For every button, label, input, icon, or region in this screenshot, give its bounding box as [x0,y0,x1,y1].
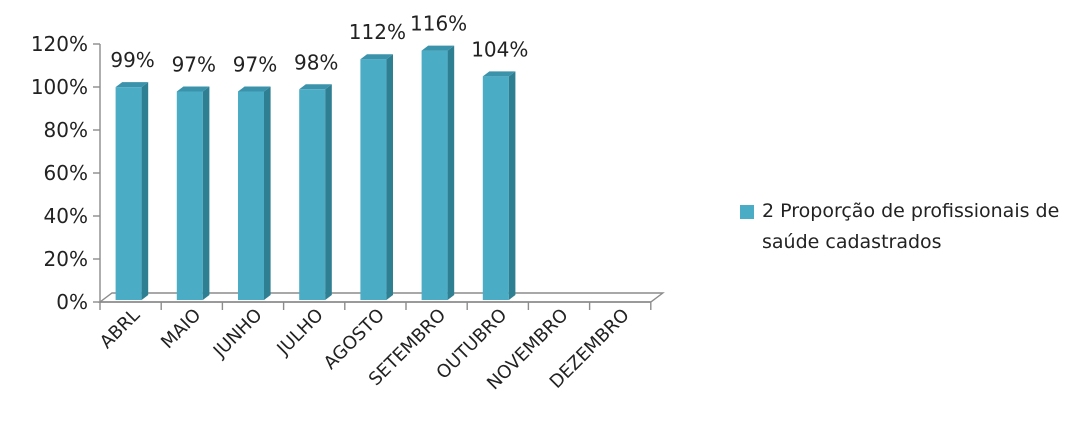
data-label: 99% [110,48,154,72]
bar-front [238,91,264,300]
y-tick-label: 100% [31,75,88,99]
bar-front [421,50,448,300]
x-axis-ticks: ABRL MAIO JUNHO JULHOAGOSTOSETEMBROOUTUBRON… [96,302,652,394]
bar-side [508,71,516,301]
bar-top [176,86,210,92]
bars [115,45,516,301]
x-category-label: ABRL [96,305,144,353]
bar-front [482,76,509,301]
bar-top [115,82,149,88]
data-label: 98% [294,50,338,74]
bar-top [360,54,393,60]
bar [360,54,393,301]
bar-top [238,86,271,92]
x-category-label: JULHO [272,305,327,360]
bar-front [360,59,387,301]
bar-front [115,87,142,301]
bar [421,45,455,300]
data-label: 116% [410,12,467,36]
bar-side [386,54,393,301]
bar-front [299,89,326,300]
y-tick-label: 0% [56,290,88,314]
bar [115,82,149,301]
data-label: 104% [471,37,528,61]
bar [482,71,516,301]
bar [238,86,271,300]
bar-front [176,91,203,300]
bar-side [447,45,455,300]
bar-side [202,86,210,300]
x-category-label: MAIO [157,305,205,353]
data-labels: 99% 97% 97% 98% 112% 116%104% [110,12,528,77]
bar-top [299,84,332,90]
data-label: 97% [172,52,216,76]
legend-swatch [740,205,754,219]
bar-top [421,45,455,51]
bar [176,86,210,300]
data-label: 97% [233,52,277,76]
y-tick-label: 40% [44,204,88,228]
bar [299,84,332,300]
y-tick-label: 60% [44,161,88,185]
data-label: 112% [349,20,406,44]
legend-label: 2 Proporção de profissionais de saúde ca… [762,200,1060,253]
y-tick-label: 20% [44,247,88,271]
bar-side [325,84,332,300]
x-category-label: JUNHO [209,305,267,363]
y-tick-label: 120% [31,32,88,56]
bar-top [482,71,516,77]
bar-side [141,82,149,301]
bar-side [264,86,271,300]
y-tick-label: 80% [44,118,88,142]
y-axis-ticks: 0% 20% 40% 60% 80% 100% 120% [31,32,100,314]
